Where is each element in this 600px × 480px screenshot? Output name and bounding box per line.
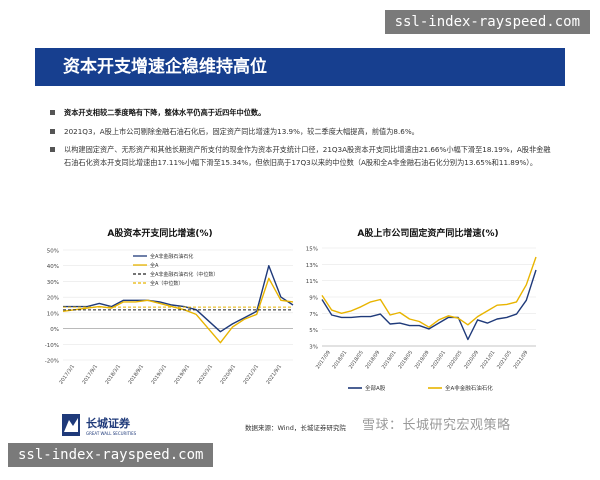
x-tick-label: 2018/09 [364,350,381,370]
x-tick-label: 2021/05 [496,350,513,370]
company-logo: 长城证券 GREAT WALL SECURITIES [62,414,137,436]
legend-label: 全A非金融石油石化 [445,384,493,392]
chart-title: A股上市公司固定资产同比增速(%) [357,227,498,239]
y-tick-label: 10% [47,311,59,317]
y-tick-label: 3% [309,345,318,351]
legend-label: 全A非金融石油石化 [150,253,193,260]
y-tick-label: 20% [47,296,59,302]
y-tick-label: -10% [45,343,59,349]
x-tick-label: 2021/9/1 [265,364,283,386]
x-tick-label: 2021/01 [480,350,497,370]
watermark: 雪球：长城研究宏观策略 [362,418,511,433]
y-tick-label: 0% [50,327,59,333]
x-tick-label: 2017/09 [315,350,332,370]
bullet-item: 2021Q3，A股上市公司剔除金融石油石化后，固定资产同比增速为13.9%，较二… [50,126,555,139]
y-tick-label: 40% [47,264,59,270]
chart-title: A股资本开支同比增速(%) [107,227,212,239]
y-tick-label: 15% [306,247,318,253]
series-line [321,269,537,341]
x-tick-label: 2018/3/1 [104,364,122,386]
x-tick-label: 2019/9/1 [173,364,191,386]
x-tick-label: 2018/05 [348,350,365,370]
x-tick-label: 2020/09 [463,350,480,370]
y-tick-label: 5% [309,328,318,334]
series-line [321,256,537,328]
x-tick-label: 2018/9/1 [127,364,145,386]
slide-title: 资本开支增速企稳维持高位 [35,48,565,86]
bullet-list: 资本开支相较二季度略有下降，整体水平仍高于近四年中位数。 2021Q3，A股上市… [50,107,555,175]
x-tick-label: 2017/3/1 [58,364,76,386]
watermark-banner-bottom: ssl-index-rayspeed.com [8,443,214,467]
x-tick-label: 2020/3/1 [196,364,214,386]
x-tick-label: 2021/09 [513,350,530,370]
x-tick-label: 2019/01 [381,350,398,370]
y-tick-label: 50% [47,249,59,255]
legend-label: 全A [150,262,159,269]
watermark-banner-top: ssl-index-rayspeed.com [384,10,590,34]
series-line [63,265,294,333]
chart-capex-growth: A股资本开支同比增速(%)50%40%30%20%10%0%-10%-20%20… [45,227,294,386]
x-tick-label: 2019/3/1 [150,364,168,386]
logo-subtext: GREAT WALL SECURITIES [86,431,137,436]
y-tick-label: 11% [306,279,318,285]
legend-label: 全A非金融石油石化（中位数） [150,271,218,278]
y-tick-label: -20% [45,359,59,365]
y-tick-label: 30% [47,280,59,286]
x-tick-label: 2021/3/1 [242,364,260,386]
y-tick-label: 13% [306,263,318,269]
bullet-item: 资本开支相较二季度略有下降，整体水平仍高于近四年中位数。 [50,107,555,120]
legend-label: 全A（中位数） [150,280,183,287]
chart-fixed-asset-growth: A股上市公司固定资产同比增速(%) 15% 13% 11% 9% 7% 5% 3%2017/0… [306,227,537,392]
logo-text: 长城证券 [86,416,131,430]
x-tick-label: 2017/9/1 [81,364,99,386]
x-tick-label: 2019/09 [414,350,431,370]
bullet-item: 以构建固定资产、无形资产和其他长期资产所支付的现金作为资本开支统计口径，21Q3… [50,144,555,169]
x-tick-label: 2020/05 [447,350,464,370]
x-tick-label: 2019/05 [397,350,414,370]
series-line [62,277,294,344]
x-tick-label: 2020/01 [430,350,447,370]
y-tick-label: 9% [309,296,318,302]
legend-label: 全部A股 [365,384,386,392]
y-tick-label: 7% [309,312,318,318]
x-tick-label: 2018/01 [331,350,348,370]
data-source: 数据来源：Wind，长城证券研究院 [245,424,346,432]
x-tick-label: 2020/9/1 [219,364,237,386]
